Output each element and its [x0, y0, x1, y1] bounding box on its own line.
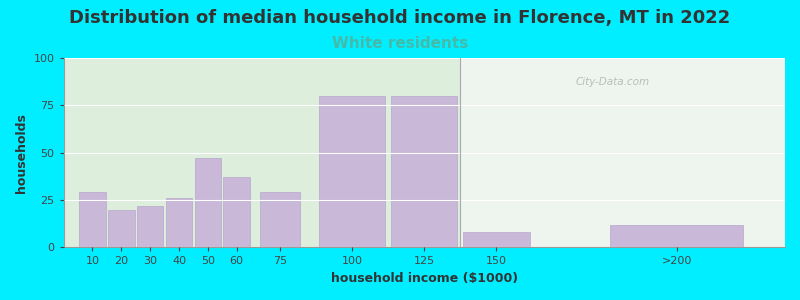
- Bar: [79, 193, 106, 247]
- Text: White residents: White residents: [332, 36, 468, 51]
- Y-axis label: households: households: [15, 113, 28, 193]
- Bar: [463, 232, 530, 248]
- Bar: [137, 206, 163, 247]
- Text: City-Data.com: City-Data.com: [576, 77, 650, 87]
- Bar: [610, 225, 743, 247]
- X-axis label: household income ($1000): household income ($1000): [330, 272, 518, 285]
- Bar: [166, 198, 192, 248]
- Bar: [460, 58, 785, 247]
- Bar: [63, 58, 460, 247]
- Text: Distribution of median household income in Florence, MT in 2022: Distribution of median household income …: [70, 9, 730, 27]
- Bar: [260, 193, 300, 247]
- Bar: [391, 96, 458, 247]
- Bar: [108, 209, 134, 247]
- Bar: [319, 96, 386, 247]
- Bar: [223, 177, 250, 247]
- Bar: [194, 158, 221, 248]
